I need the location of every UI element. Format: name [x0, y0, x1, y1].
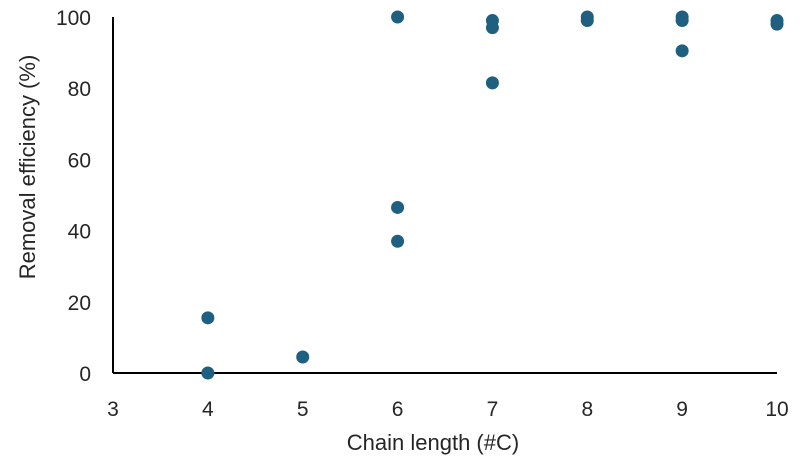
y-axis-title: Removal efficiency (%)	[15, 55, 40, 280]
y-tick-label: 0	[79, 363, 91, 386]
y-tick-label: 40	[68, 221, 91, 244]
data-point	[580, 14, 594, 28]
x-tick-label: 9	[676, 398, 688, 421]
x-axis-title: Chain length (#C)	[347, 430, 519, 455]
y-tick-label: 20	[68, 292, 91, 315]
x-tick-label: 3	[107, 398, 119, 421]
data-point	[391, 10, 405, 24]
x-tick-label: 10	[765, 398, 788, 421]
data-point	[485, 21, 499, 35]
y-tick-labels: 0 20 40 60 80 100	[56, 7, 91, 386]
data-point	[391, 200, 405, 214]
x-tick-label: 6	[392, 398, 404, 421]
data-point	[296, 350, 310, 364]
y-tick-label: 80	[68, 78, 91, 101]
data-point	[675, 44, 689, 58]
x-tick-label: 7	[487, 398, 499, 421]
axes	[112, 17, 777, 374]
data-point	[391, 234, 405, 248]
x-tick-label: 8	[581, 398, 593, 421]
data-point	[770, 17, 784, 31]
data-point	[201, 366, 215, 380]
data-points	[201, 10, 784, 380]
data-point	[485, 76, 499, 90]
x-tick-label: 4	[202, 398, 214, 421]
data-point	[201, 311, 215, 325]
y-tick-label: 60	[68, 149, 91, 172]
data-point	[675, 14, 689, 28]
x-tick-label: 5	[297, 398, 309, 421]
x-tick-labels: 3 4 5 6 7 8 9 10	[107, 398, 789, 421]
y-tick-label: 100	[56, 7, 91, 30]
